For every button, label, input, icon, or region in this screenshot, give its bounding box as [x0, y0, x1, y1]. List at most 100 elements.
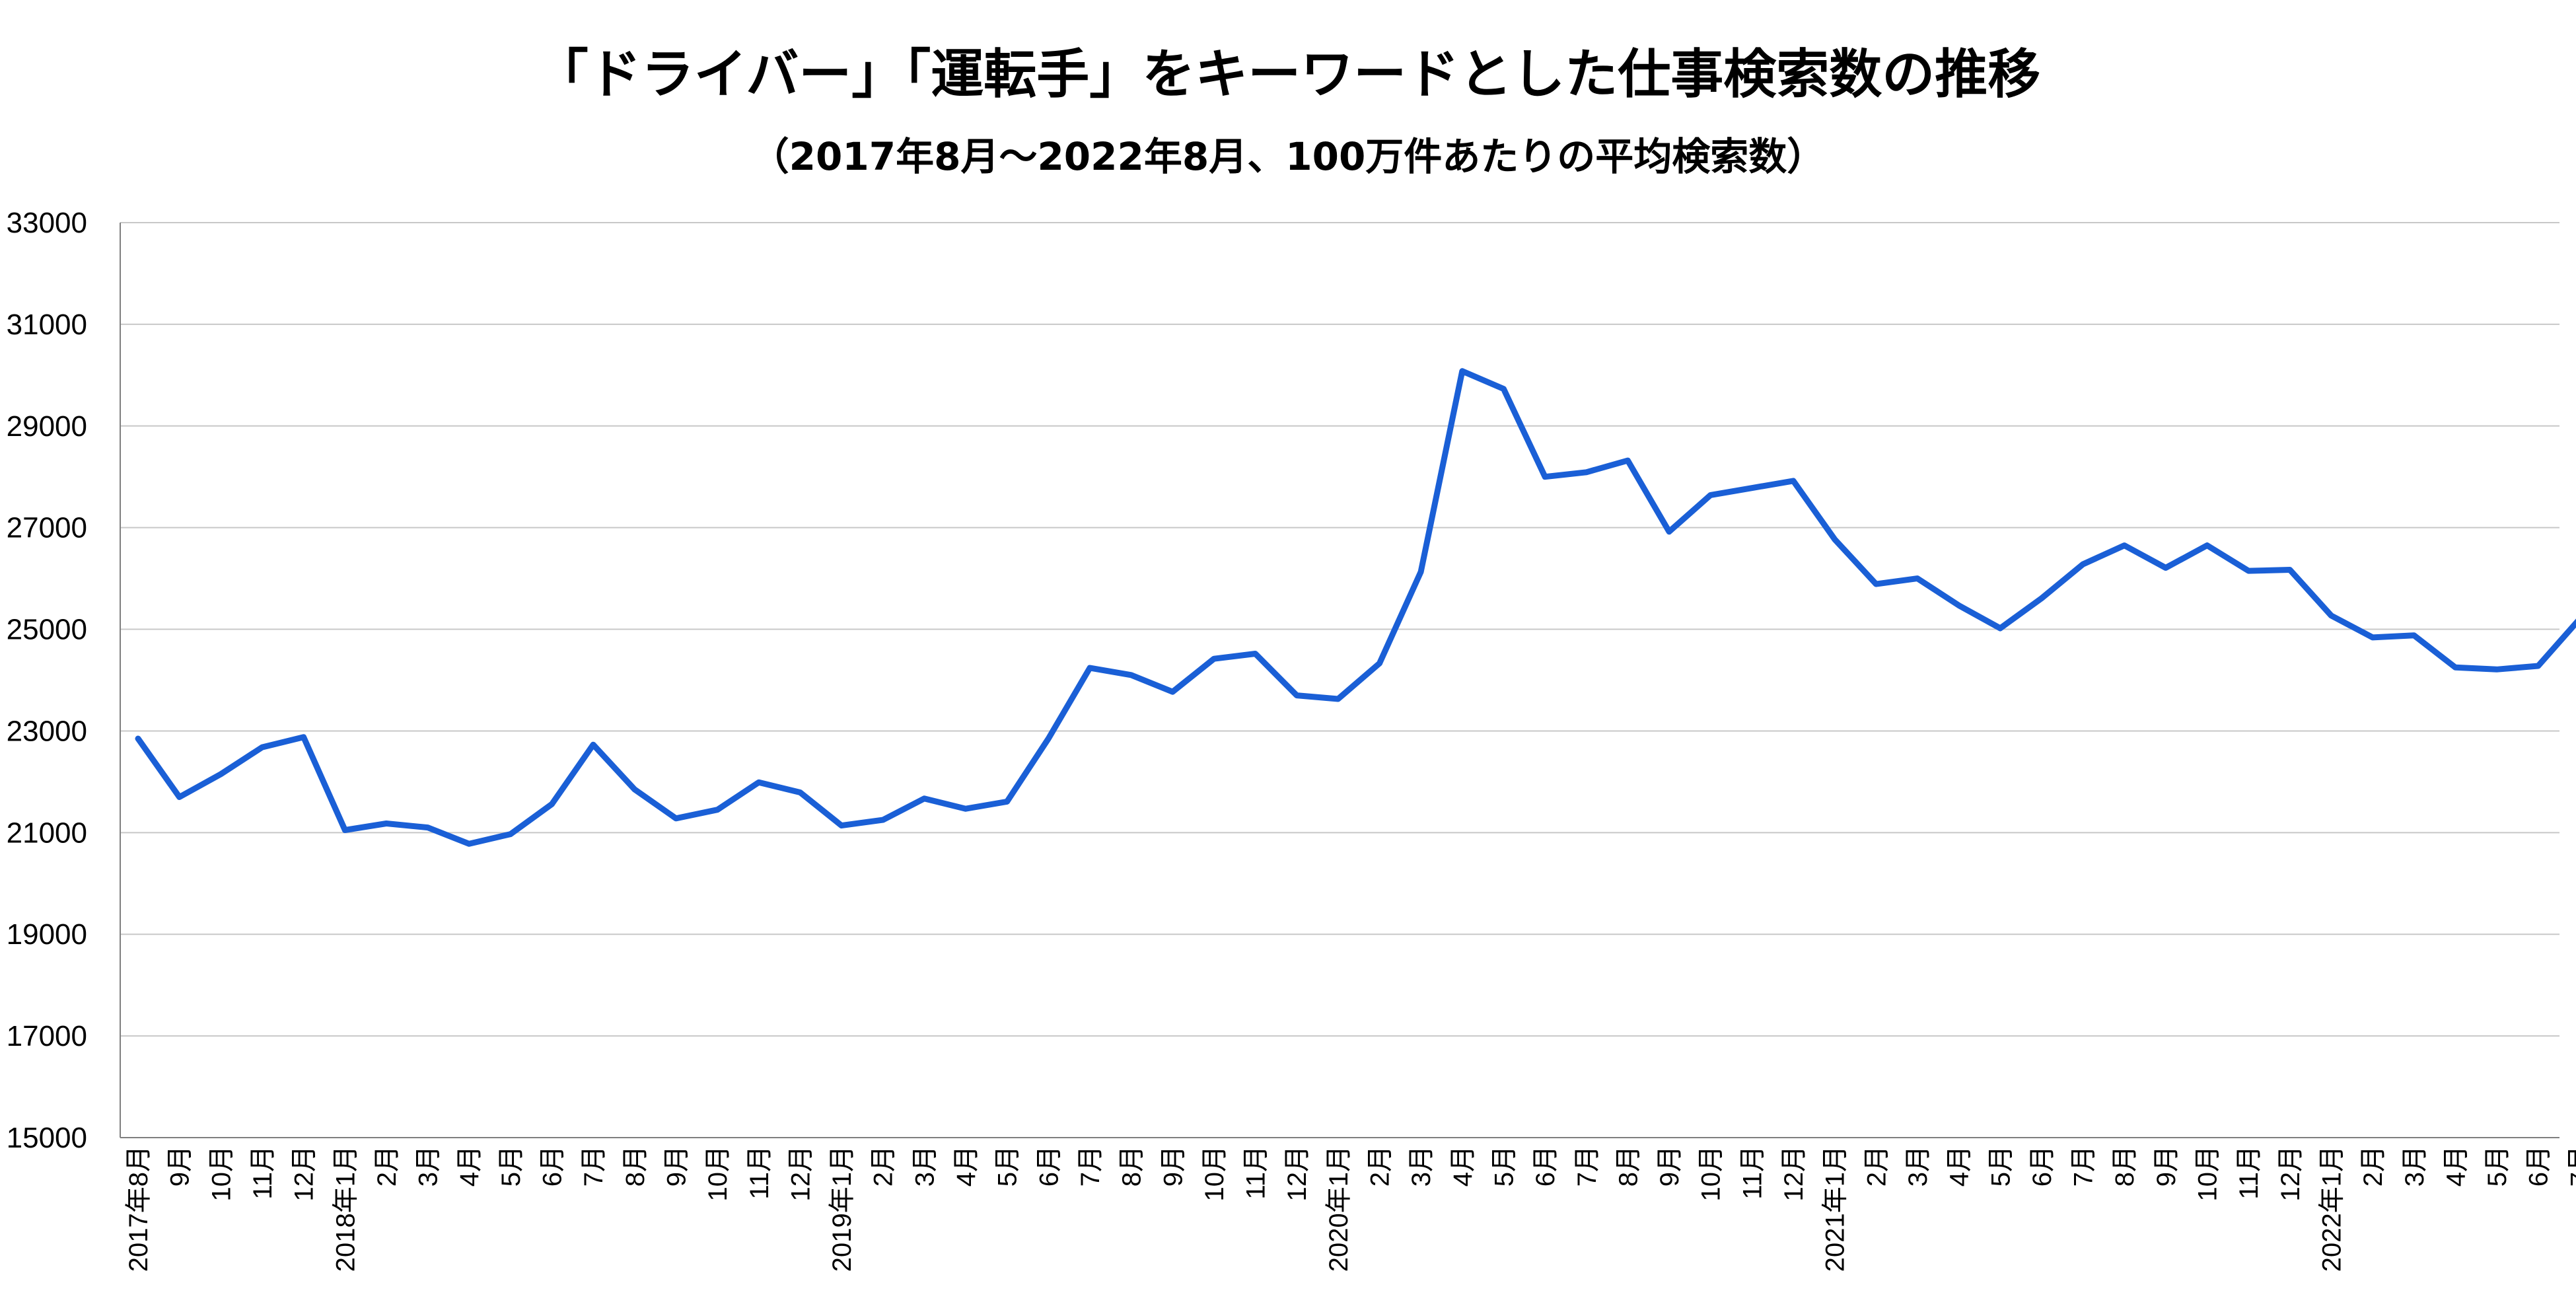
- data-point: [2287, 567, 2293, 573]
- data-point: [2536, 663, 2541, 669]
- x-tick-label: 11月: [745, 1146, 774, 1200]
- x-tick-label: 12月: [1779, 1146, 1808, 1202]
- data-point: [1708, 492, 1713, 497]
- data-point: [1749, 486, 1754, 491]
- data-point: [1956, 602, 1962, 608]
- x-tick-label: 6月: [1034, 1146, 1063, 1186]
- x-tick-label: 2月: [1366, 1146, 1395, 1186]
- data-point: [1501, 386, 1506, 392]
- x-tick-label: 11月: [1242, 1146, 1271, 1200]
- chart-title: 「ドライバー」「運転手」をキーワードとした仕事検索数の推移: [535, 44, 2041, 105]
- data-point: [797, 790, 803, 795]
- y-tick-label: 17000: [7, 1020, 87, 1052]
- data-point: [1666, 529, 1672, 534]
- x-tick-label: 5月: [1986, 1146, 2015, 1186]
- x-tick-label: 10月: [2194, 1146, 2223, 1202]
- x-tick-label: 12月: [786, 1146, 815, 1202]
- y-tick-label: 23000: [7, 715, 87, 747]
- data-point: [921, 796, 927, 801]
- x-tick-label: 7月: [2565, 1146, 2576, 1186]
- y-tick-label: 19000: [7, 918, 87, 951]
- data-point: [1832, 536, 1838, 542]
- x-tick-label: 2月: [869, 1146, 898, 1186]
- data-point: [550, 801, 555, 807]
- data-point: [384, 821, 389, 826]
- data-point: [1915, 576, 1920, 581]
- data-point: [508, 832, 513, 837]
- x-tick-label: 11月: [2235, 1146, 2264, 1200]
- data-point: [425, 825, 431, 830]
- data-point: [1873, 581, 1878, 587]
- data-point: [2494, 667, 2499, 672]
- x-tick-label: 2月: [1862, 1146, 1891, 1186]
- y-tick-label: 29000: [7, 410, 87, 443]
- x-tick-label: 8月: [621, 1146, 650, 1186]
- data-point: [1211, 656, 1217, 661]
- data-point: [1005, 799, 1010, 804]
- x-tick-label: 6月: [1531, 1146, 1560, 1186]
- x-tick-label: 7月: [579, 1146, 608, 1186]
- data-point: [2163, 565, 2168, 570]
- data-point: [301, 735, 306, 740]
- y-tick-label: 27000: [7, 512, 87, 544]
- x-tick-label: 5月: [993, 1146, 1022, 1186]
- x-tick-label: 4月: [455, 1146, 484, 1186]
- y-tick-label: 15000: [7, 1122, 87, 1154]
- data-point: [590, 742, 596, 747]
- data-point: [1584, 470, 1589, 475]
- data-point: [1460, 369, 1465, 374]
- x-tick-label: 11月: [248, 1146, 277, 1200]
- data-point: [1336, 696, 1341, 702]
- x-tick-label: 4月: [1945, 1146, 1974, 1186]
- data-point: [218, 772, 223, 777]
- x-tick-label: 3月: [910, 1146, 939, 1186]
- x-tick-label: 2月: [2359, 1146, 2388, 1186]
- data-point: [2205, 543, 2210, 548]
- data-point: [963, 806, 968, 811]
- x-tick-label: 10月: [1697, 1146, 1726, 1202]
- data-point: [260, 745, 265, 750]
- data-point: [135, 736, 141, 741]
- data-point: [2039, 596, 2044, 601]
- data-point: [1418, 569, 1423, 575]
- data-point: [1997, 626, 2003, 631]
- data-point: [2370, 635, 2375, 640]
- x-tick-label: 2022年1月: [2317, 1146, 2346, 1272]
- x-tick-label: 9月: [1655, 1146, 1684, 1186]
- x-tick-label: 10月: [1200, 1146, 1229, 1202]
- data-point: [466, 841, 472, 846]
- x-tick-label: 6月: [2524, 1146, 2554, 1186]
- data-point: [1542, 474, 1548, 480]
- x-tick-label: 3月: [1904, 1146, 1933, 1186]
- y-tick-label: 25000: [7, 614, 87, 646]
- data-point: [177, 794, 182, 799]
- data-point: [673, 816, 678, 821]
- data-point: [1625, 458, 1630, 463]
- chart-subtitle: （2017年8月〜2022年8月、100万件あたりの平均検索数）: [750, 134, 1826, 179]
- x-tick-label: 2020年1月: [1324, 1146, 1353, 1272]
- data-point: [756, 780, 762, 785]
- data-point: [1791, 478, 1796, 484]
- y-tick-label: 33000: [7, 207, 87, 239]
- x-tick-label: 3月: [2400, 1146, 2429, 1186]
- data-point: [1253, 651, 1258, 656]
- x-tick-label: 7月: [1076, 1146, 1105, 1186]
- x-tick-label: 4月: [2441, 1146, 2470, 1186]
- data-point: [2412, 633, 2417, 638]
- x-tick-label: 10月: [207, 1146, 236, 1202]
- x-tick-label: 9月: [662, 1146, 691, 1186]
- data-point: [880, 817, 886, 822]
- x-tick-label: 2021年1月: [1821, 1146, 1850, 1272]
- x-tick-label: 12月: [290, 1146, 319, 1202]
- x-tick-label: 3月: [414, 1146, 443, 1186]
- y-tick-label: 21000: [7, 817, 87, 849]
- data-point: [2122, 543, 2127, 548]
- data-point: [715, 807, 720, 813]
- data-point: [839, 823, 844, 828]
- x-tick-label: 10月: [703, 1146, 733, 1202]
- data-point: [632, 787, 637, 792]
- x-tick-label: 12月: [1283, 1146, 1312, 1202]
- x-tick-label: 7月: [2069, 1146, 2098, 1186]
